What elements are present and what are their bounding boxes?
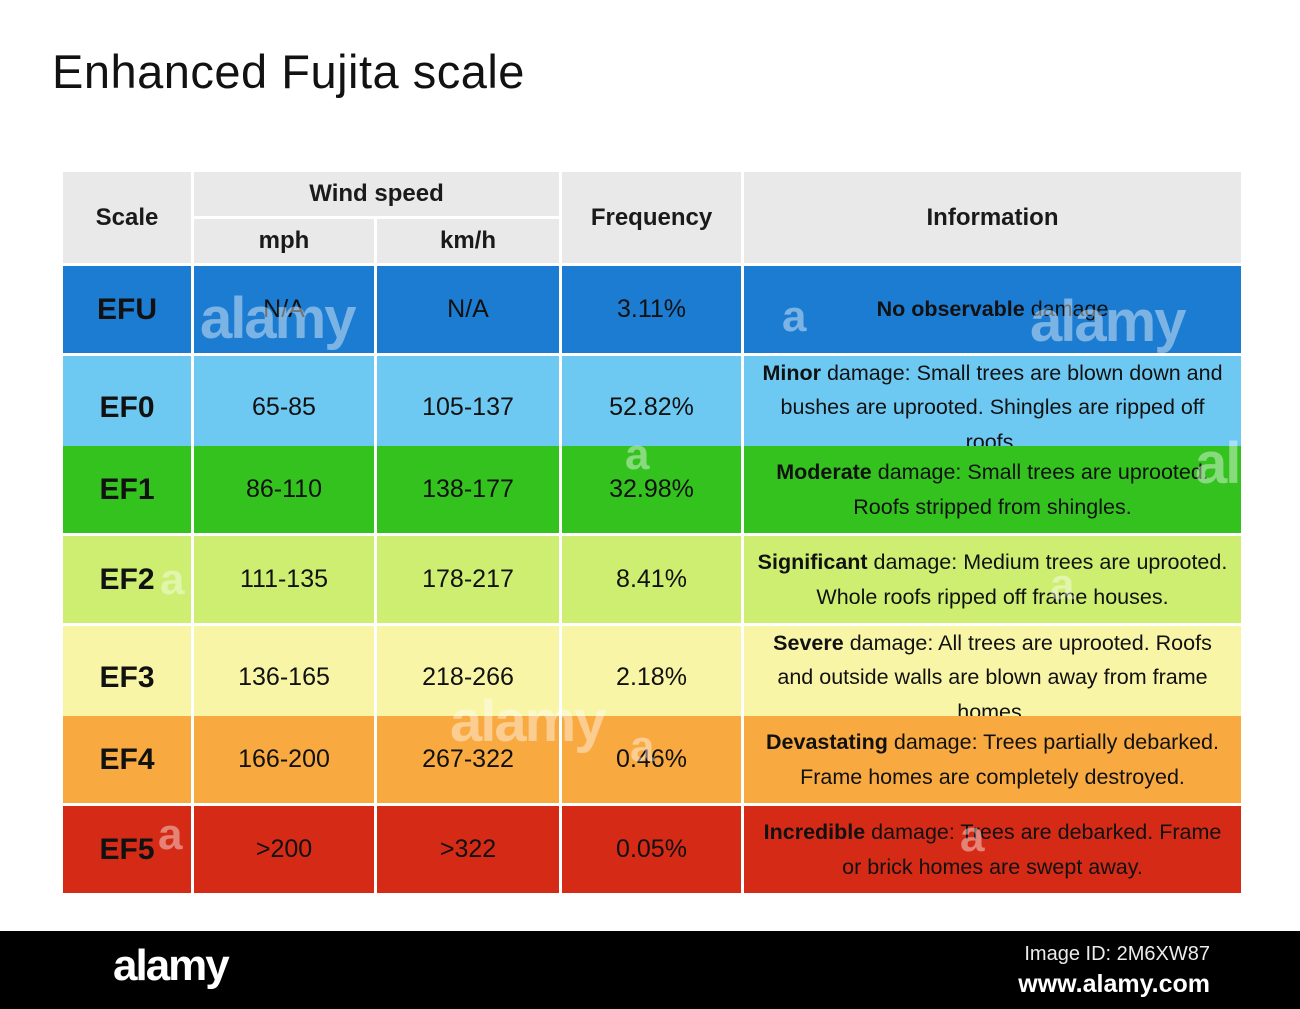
info-bold-text: Moderate: [776, 460, 872, 485]
mph-cell: 65-85: [194, 356, 374, 460]
table-header-row: Scale Wind speed mph km/h Frequency Info…: [63, 172, 1241, 263]
footer-credits: Image ID: 2M6XW87 www.alamy.com: [1018, 943, 1210, 999]
info-bold-text: Devastating: [766, 730, 888, 755]
info-rest-text: damage: Small trees are uprooted. Roofs …: [853, 460, 1209, 519]
mph-cell: >200: [194, 806, 374, 893]
kmh-cell: >322: [377, 806, 559, 893]
header-kmh: km/h: [377, 219, 559, 263]
info-cell: Minor damage: Small trees are blown down…: [744, 356, 1241, 460]
header-information: Information: [744, 172, 1241, 263]
info-bold-text: Severe: [773, 631, 844, 655]
mph-cell: 111-135: [194, 536, 374, 623]
info-rest-text: damage: Trees are debarked. Frame or bri…: [842, 820, 1222, 879]
scale-cell: EFU: [63, 266, 191, 353]
table-row: EF1 86-110 138-177 32.98% Moderate damag…: [63, 446, 1241, 533]
kmh-cell: 178-217: [377, 536, 559, 623]
mph-cell: N/A: [194, 266, 374, 353]
header-scale: Scale: [63, 172, 191, 263]
info-cell: No observable damage: [744, 266, 1241, 353]
info-cell: Severe damage: All trees are uprooted. R…: [744, 626, 1241, 730]
info-bold-text: Incredible: [763, 820, 866, 845]
mph-cell: 136-165: [194, 626, 374, 730]
info-rest-text: damage: Small trees are blown down and b…: [780, 361, 1223, 454]
kmh-cell: 218-266: [377, 626, 559, 730]
info-bold-text: Minor: [762, 361, 821, 385]
info-cell: Moderate damage: Small trees are uproote…: [744, 446, 1241, 533]
image-id: Image ID: 2M6XW87: [1024, 943, 1210, 965]
kmh-cell: N/A: [377, 266, 559, 353]
alamy-watermark: a: [1290, 722, 1300, 772]
frequency-cell: 52.82%: [562, 356, 741, 460]
frequency-cell: 0.46%: [562, 716, 741, 803]
fujita-scale-table: Scale Wind speed mph km/h Frequency Info…: [63, 172, 1241, 896]
table-row: EF5 >200 >322 0.05% Incredible damage: T…: [63, 806, 1241, 893]
table-row: EFU N/A N/A 3.11% No observable damage: [63, 266, 1241, 353]
scale-cell: EF3: [63, 626, 191, 730]
page-title: Enhanced Fujita scale: [52, 45, 525, 98]
alamy-logo: alamy: [113, 941, 230, 990]
kmh-cell: 267-322: [377, 716, 559, 803]
table-row: EF0 65-85 105-137 52.82% Minor damage: S…: [63, 356, 1241, 460]
mph-cell: 86-110: [194, 446, 374, 533]
info-cell: Significant damage: Medium trees are upr…: [744, 536, 1241, 623]
scale-cell: EF0: [63, 356, 191, 460]
header-wind-speed-group: Wind speed mph km/h: [194, 172, 559, 263]
header-wind-speed: Wind speed: [194, 172, 559, 216]
info-bold-text: No observable: [876, 297, 1025, 322]
info-rest-text: damage: [1024, 297, 1109, 322]
alamy-url: www.alamy.com: [1018, 970, 1210, 998]
info-rest-text: damage: All trees are uprooted. Roofs an…: [777, 631, 1212, 724]
kmh-cell: 105-137: [377, 356, 559, 460]
table-row: EF4 166-200 267-322 0.46% Devastating da…: [63, 716, 1241, 803]
info-cell: Incredible damage: Trees are debarked. F…: [744, 806, 1241, 893]
footer-bar: alamy Image ID: 2M6XW87 www.alamy.com: [0, 931, 1300, 1009]
scale-cell: EF1: [63, 446, 191, 533]
frequency-cell: 3.11%: [562, 266, 741, 353]
table-row: EF2 111-135 178-217 8.41% Significant da…: [63, 536, 1241, 623]
scale-cell: EF4: [63, 716, 191, 803]
frequency-cell: 0.05%: [562, 806, 741, 893]
scale-cell: EF5: [63, 806, 191, 893]
frequency-cell: 8.41%: [562, 536, 741, 623]
header-frequency: Frequency: [562, 172, 741, 263]
kmh-cell: 138-177: [377, 446, 559, 533]
info-cell: Devastating damage: Trees partially deba…: [744, 716, 1241, 803]
info-bold-text: Significant: [757, 550, 868, 575]
header-mph: mph: [194, 219, 374, 263]
info-rest-text: damage: Trees partially debarked. Frame …: [800, 730, 1219, 789]
table-row: EF3 136-165 218-266 2.18% Severe damage:…: [63, 626, 1241, 730]
frequency-cell: 32.98%: [562, 446, 741, 533]
mph-cell: 166-200: [194, 716, 374, 803]
header-wind-speed-units: mph km/h: [194, 219, 559, 263]
frequency-cell: 2.18%: [562, 626, 741, 730]
info-rest-text: damage: Medium trees are uprooted. Whole…: [816, 550, 1228, 609]
scale-cell: EF2: [63, 536, 191, 623]
